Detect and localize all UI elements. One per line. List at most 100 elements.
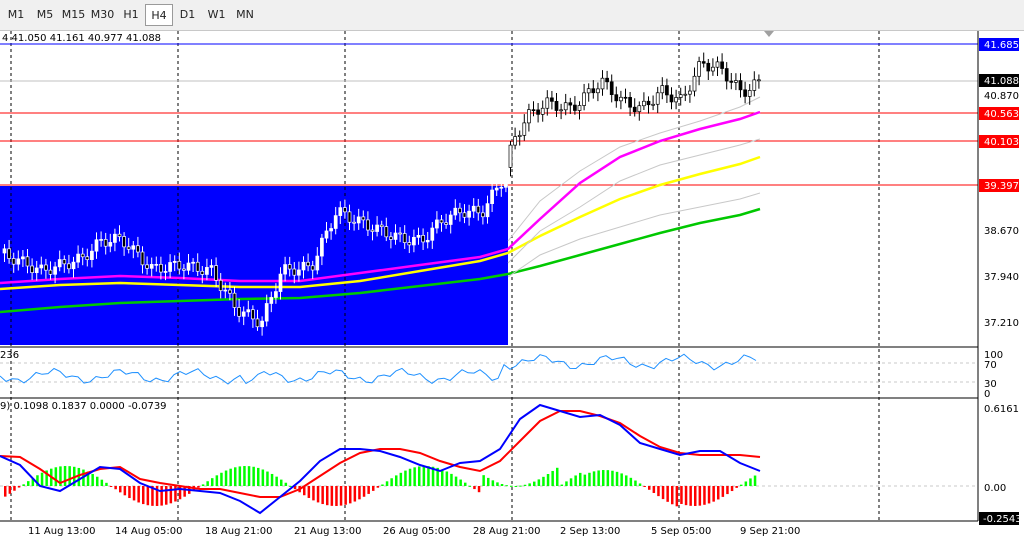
candle-body: [678, 94, 683, 98]
time-axis: 11 Aug 13:00 14 Aug 05:00 18 Aug 21:00 2…: [0, 520, 978, 537]
time-label-4: 26 Aug 05:00: [383, 526, 450, 537]
candle-body: [320, 237, 324, 257]
candle-body: [513, 136, 517, 146]
candle-body: [563, 102, 568, 111]
macd-hist-bar: [703, 486, 706, 505]
time-label-6: 2 Sep 13:00: [560, 526, 620, 537]
candle-body: [228, 289, 232, 294]
candle-body: [343, 207, 347, 213]
candle-body: [76, 253, 80, 263]
macd-hist-bar: [307, 486, 311, 498]
macd-hist-bar: [174, 486, 177, 502]
price-label-current: 41.088: [984, 76, 1019, 87]
candle-body: [154, 263, 159, 266]
candle-body: [255, 318, 260, 328]
candle-body: [389, 236, 393, 240]
time-label-7: 5 Sep 05:00: [651, 526, 711, 537]
candle-body: [191, 261, 195, 264]
candle-body: [738, 80, 743, 91]
timeframe-m1[interactable]: M1: [7, 8, 25, 21]
time-label-1: 14 Aug 05:00: [115, 526, 182, 537]
candle-body: [467, 210, 471, 218]
macd-hist-bar: [579, 472, 582, 486]
candle-body: [140, 251, 145, 266]
macd-hist-bar: [183, 486, 186, 497]
timeframe-m5[interactable]: M5: [36, 8, 54, 21]
macd-main-line: [0, 403, 761, 515]
macd-hist-bar: [63, 466, 67, 486]
candle-body: [149, 264, 154, 269]
timeframe-m15[interactable]: M15: [61, 8, 86, 21]
macd-hist-bar: [510, 485, 513, 487]
timeframe-mn[interactable]: MN: [236, 8, 254, 21]
macd-hist-bar: [220, 472, 223, 486]
candle-body: [720, 61, 724, 69]
candle-body: [131, 245, 136, 250]
candle-body: [241, 311, 246, 317]
candle-body: [71, 261, 76, 270]
timeframe-h4[interactable]: H4: [145, 4, 173, 26]
candle-body: [651, 103, 655, 106]
candle-body: [370, 229, 375, 232]
macd-hist-bar: [514, 485, 518, 487]
timeframe-toolbar: M1 M5 M15 M30 H1 H4 D1 W1 MN: [0, 0, 1024, 31]
timeframe-h1[interactable]: H1: [123, 8, 139, 21]
timeframe-m30[interactable]: M30: [90, 8, 115, 21]
macd-hist-bar: [243, 466, 246, 486]
macd-hist-bar: [583, 474, 587, 486]
macd-hist-bar: [128, 486, 131, 499]
rsi-label-0: 0: [984, 389, 990, 400]
macd-hist-bar: [505, 485, 508, 487]
candle-body: [743, 89, 747, 97]
candle-body: [757, 79, 761, 82]
candle-body: [573, 104, 577, 111]
chart-shift-marker-icon[interactable]: [764, 31, 774, 37]
macd-hist-bar: [215, 475, 219, 486]
candle-body: [729, 80, 734, 83]
candle-body: [683, 93, 688, 96]
macd-hist-bar: [151, 486, 154, 506]
macd-hist-bar: [137, 486, 140, 503]
candle-body: [697, 61, 701, 77]
macd-hist-bar: [367, 486, 370, 494]
candle-body: [122, 236, 126, 248]
macd-hist-bar: [634, 480, 637, 486]
time-label-3: 21 Aug 13:00: [294, 526, 361, 537]
candle-body: [508, 144, 513, 168]
candle-body: [747, 90, 752, 97]
candle-body: [251, 309, 255, 320]
candle-body: [531, 109, 536, 112]
candle-body: [628, 97, 632, 108]
macd-hist-bar: [643, 486, 646, 487]
macd-hist-bar: [160, 486, 163, 506]
timeframe-d1[interactable]: D1: [179, 8, 196, 21]
macd-hist-bar: [358, 486, 361, 500]
price-chart[interactable]: 4 41.050 41.161 40.977 41.088 236 9) 0.1…: [0, 31, 1024, 539]
macd-hist-bar: [280, 479, 283, 486]
macd-hist-bar: [684, 486, 688, 506]
ma-fast-line: [0, 110, 761, 285]
candle-body: [490, 189, 494, 204]
candle-body: [21, 256, 25, 260]
candle-body: [366, 219, 370, 231]
macd-hist-bar: [675, 486, 679, 507]
candle-body: [145, 264, 149, 269]
macd-hist-bar: [496, 482, 499, 486]
candle-body: [113, 233, 117, 243]
candlesticks: [2, 52, 761, 336]
macd-hist-bar: [730, 486, 734, 492]
candle-body: [136, 245, 140, 253]
candle-body: [94, 239, 99, 252]
price-label-40870: 40.870: [984, 91, 1019, 102]
candle-body: [619, 96, 623, 102]
macd-hist-bar: [303, 486, 306, 496]
candle-body: [80, 253, 85, 258]
candle-body: [609, 81, 614, 96]
candle-body: [444, 222, 448, 225]
candle-body: [126, 246, 131, 250]
candle-body: [734, 80, 738, 83]
macd-hist-bar: [629, 477, 633, 486]
rsi-pane: [0, 353, 978, 385]
candle-body: [200, 270, 205, 275]
timeframe-w1[interactable]: W1: [207, 8, 226, 21]
